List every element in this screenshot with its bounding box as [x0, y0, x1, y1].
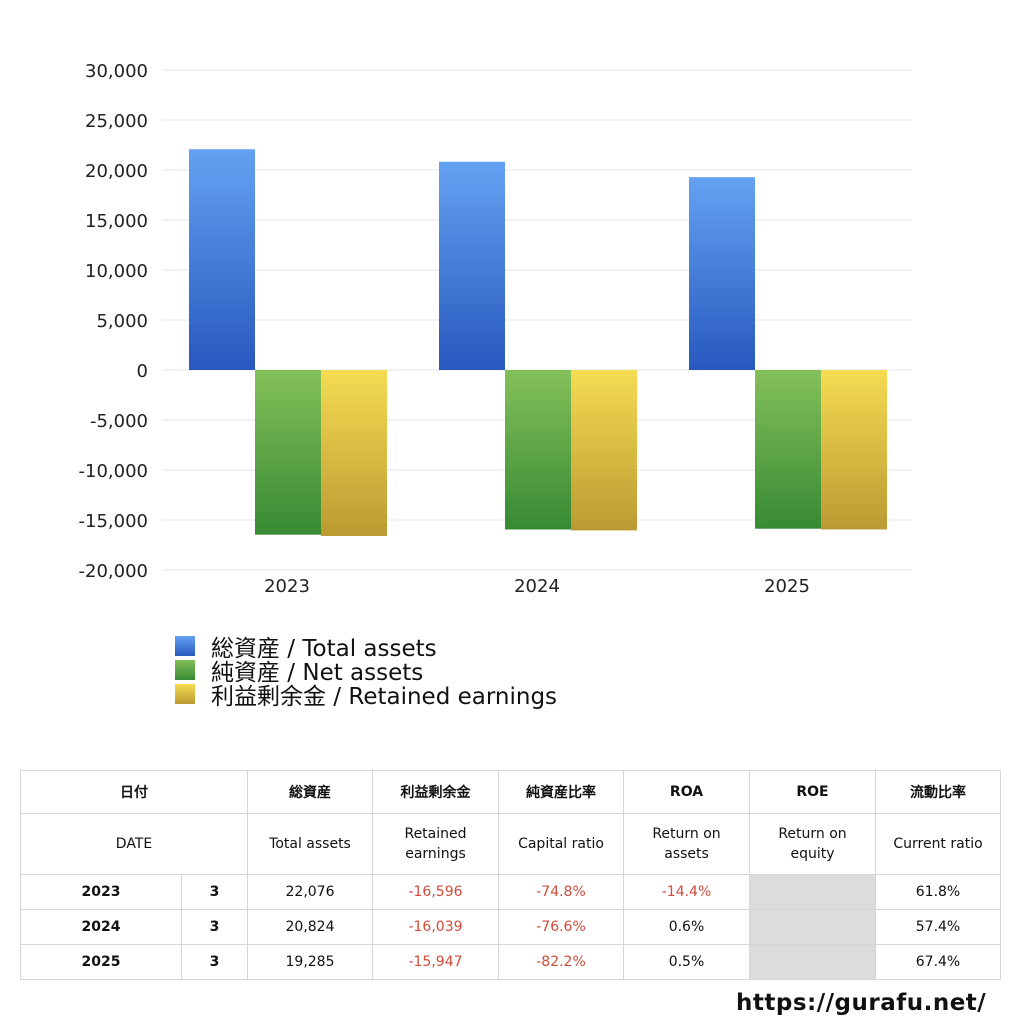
table-row: 2025 3 19,285 -15,947 -82.2% 0.5% 67.4% [20, 944, 1001, 980]
row-roa: 0.6% [623, 909, 750, 945]
row-capital-ratio: -76.6% [498, 909, 624, 945]
row-year: 2024 [20, 909, 182, 945]
y-tick-label: 25,000 [85, 111, 148, 132]
header-roe: ROE [749, 770, 876, 814]
x-tick-label: 2025 [764, 576, 810, 597]
legend-swatch-total-assets [175, 636, 195, 656]
row-month: 3 [181, 944, 248, 980]
header-current-ratio-en: Current ratio [875, 813, 1001, 875]
bar-retained-earnings-2024 [571, 370, 637, 531]
row-total-assets: 20,824 [247, 909, 373, 945]
header-retained-jp: 利益剰余金 [372, 770, 499, 814]
row-roe [749, 909, 876, 945]
x-tick-label: 2024 [514, 576, 560, 597]
y-tick-label: 30,000 [85, 61, 148, 82]
header-retained-en-text: Retained earnings [404, 826, 467, 862]
legend: 総資産 / Total assets 純資産 / Net assets 利益剰余… [175, 634, 557, 710]
legend-item-net-assets: 純資産 / Net assets [175, 658, 557, 686]
legend-label: 総資産 / Total assets [211, 636, 437, 662]
header-roa-en-text: Return on assets [652, 826, 721, 862]
table-header-en: DATE Total assets Retained earnings Capi… [20, 813, 1001, 875]
row-roe [749, 874, 876, 910]
legend-swatch-retained-earnings [175, 684, 195, 704]
x-axis-ticks: 2023 2024 2025 [264, 576, 810, 597]
y-tick-label: -10,000 [79, 461, 148, 482]
y-tick-label: 15,000 [85, 211, 148, 232]
header-roe-en: Return on equity [749, 813, 876, 875]
row-current-ratio: 67.4% [875, 944, 1001, 980]
header-total-assets-jp: 総資産 [247, 770, 373, 814]
bar-total-assets-2025 [689, 177, 755, 370]
row-retained: -16,596 [372, 874, 499, 910]
row-year: 2023 [20, 874, 182, 910]
y-tick-label: 10,000 [85, 261, 148, 282]
table-row: 2023 3 22,076 -16,596 -74.8% -14.4% 61.8… [20, 874, 1001, 910]
row-year: 2025 [20, 944, 182, 980]
bar-net-assets-2023 [255, 370, 321, 535]
header-capital-ratio-jp: 純資産比率 [498, 770, 624, 814]
row-current-ratio: 57.4% [875, 909, 1001, 945]
y-tick-label: 20,000 [85, 161, 148, 182]
header-roa-en: Return on assets [623, 813, 750, 875]
y-axis-ticks: 30,000 25,000 20,000 15,000 10,000 5,000 0 -5,0… [79, 61, 148, 582]
legend-label: 純資産 / Net assets [211, 660, 424, 686]
row-retained: -16,039 [372, 909, 499, 945]
header-date-jp: 日付 [20, 770, 248, 814]
header-roe-en-text: Return on equity [778, 826, 847, 862]
bar-net-assets-2025 [755, 370, 821, 529]
header-capital-ratio-en: Capital ratio [498, 813, 624, 875]
y-tick-label: -5,000 [90, 411, 148, 432]
site-url-link[interactable]: https://gurafu.net/ [736, 990, 987, 1016]
bar-total-assets-2024 [439, 161, 505, 370]
row-capital-ratio: -82.2% [498, 944, 624, 980]
bars [189, 149, 887, 536]
legend-swatch-net-assets [175, 660, 195, 680]
table-header-jp: 日付 総資産 利益剰余金 純資産比率 ROA ROE 流動比率 [20, 770, 1001, 814]
row-retained: -15,947 [372, 944, 499, 980]
y-tick-label: -20,000 [79, 561, 148, 582]
financial-table: 日付 総資産 利益剰余金 純資産比率 ROA ROE 流動比率 DATE Tot… [20, 770, 1001, 980]
table-row: 2024 3 20,824 -16,039 -76.6% 0.6% 57.4% [20, 909, 1001, 945]
y-tick-label: -15,000 [79, 511, 148, 532]
bar-net-assets-2024 [505, 370, 571, 530]
row-total-assets: 22,076 [247, 874, 373, 910]
header-current-ratio-jp: 流動比率 [875, 770, 1001, 814]
row-roe [749, 944, 876, 980]
row-total-assets: 19,285 [247, 944, 373, 980]
header-roa: ROA [623, 770, 750, 814]
bar-total-assets-2023 [189, 149, 255, 370]
y-tick-label: 0 [137, 361, 148, 382]
header-retained-en: Retained earnings [372, 813, 499, 875]
legend-item-total-assets: 総資産 / Total assets [175, 634, 557, 662]
bar-retained-earnings-2025 [821, 370, 887, 530]
bar-retained-earnings-2023 [321, 370, 387, 536]
header-date-en: DATE [20, 813, 248, 875]
row-roa: -14.4% [623, 874, 750, 910]
row-month: 3 [181, 909, 248, 945]
row-roa: 0.5% [623, 944, 750, 980]
row-current-ratio: 61.8% [875, 874, 1001, 910]
legend-label: 利益剰余金 / Retained earnings [211, 684, 558, 710]
row-capital-ratio: -74.8% [498, 874, 624, 910]
row-month: 3 [181, 874, 248, 910]
legend-item-retained-earnings: 利益剰余金 / Retained earnings [175, 682, 557, 710]
bar-chart: 30,000 25,000 20,000 15,000 10,000 5,000 0 -5,0… [79, 61, 912, 597]
header-total-assets-en: Total assets [247, 813, 373, 875]
x-tick-label: 2023 [264, 576, 310, 597]
y-tick-label: 5,000 [96, 311, 148, 332]
